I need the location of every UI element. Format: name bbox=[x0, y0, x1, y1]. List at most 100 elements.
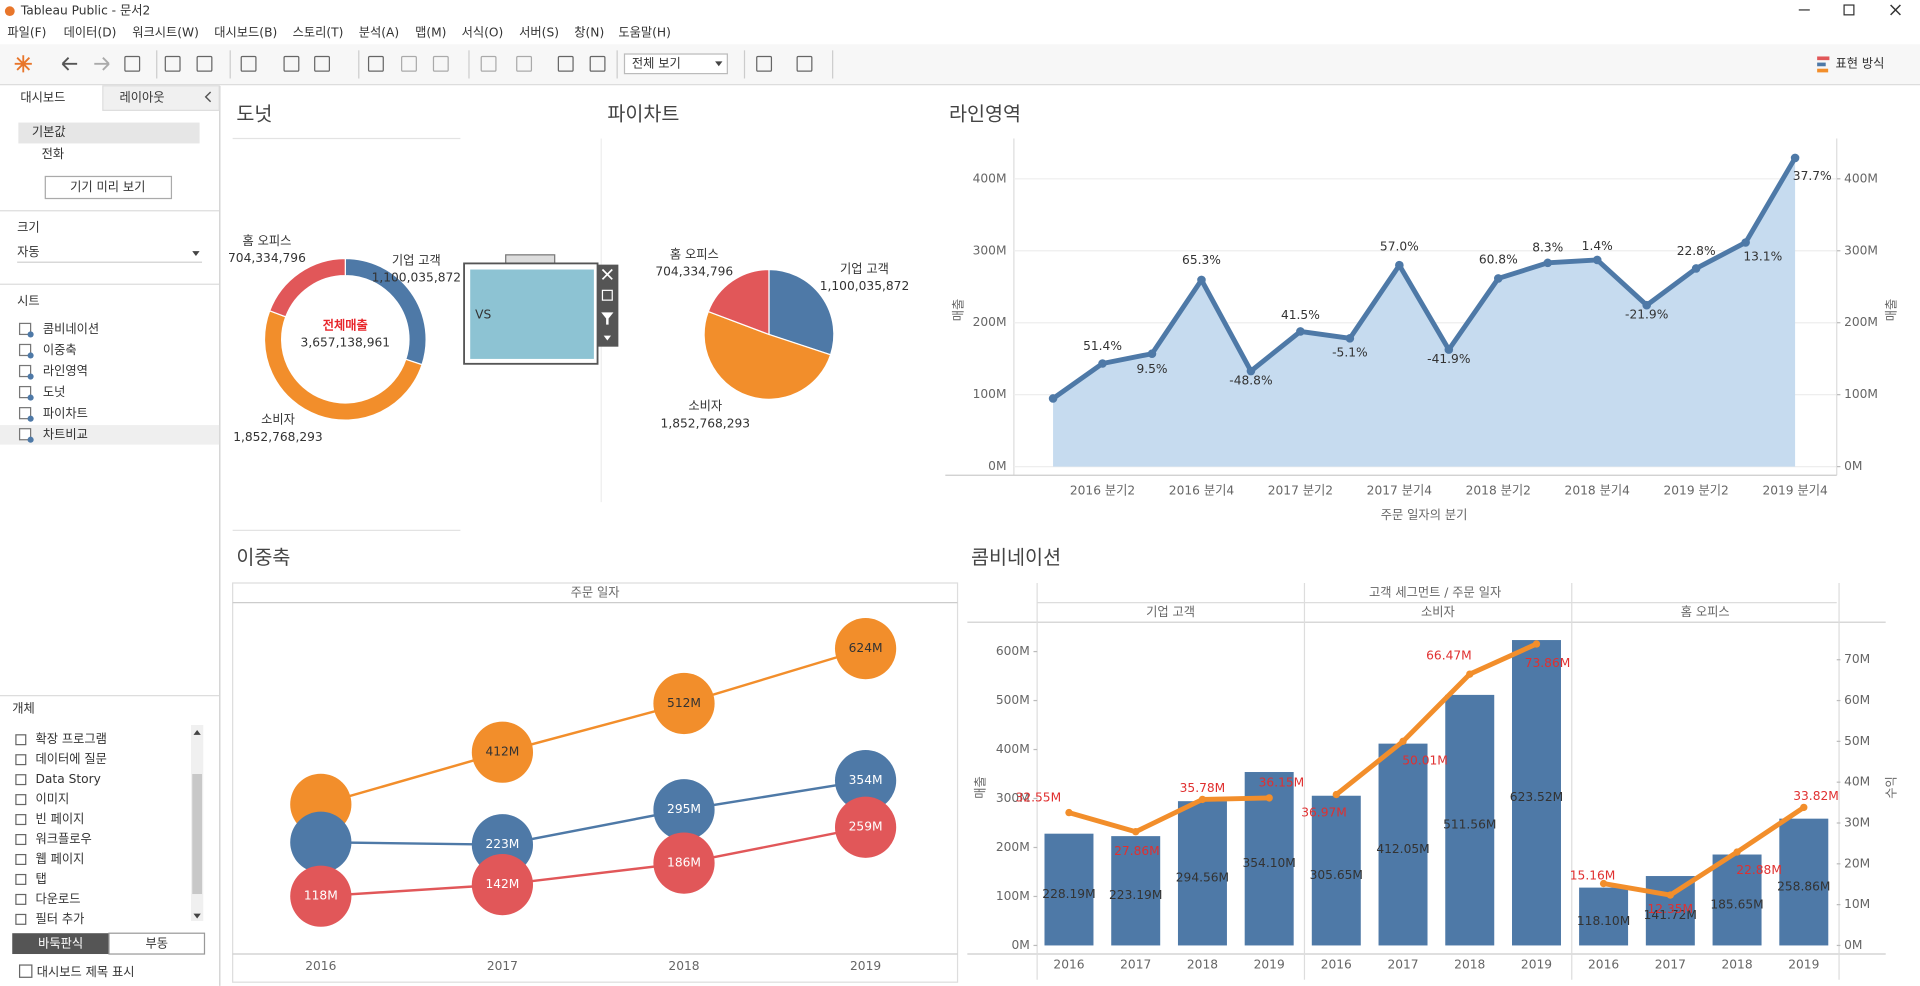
tab[interactable] bbox=[0, 85, 103, 111]
y-axis-title: 매출 bbox=[1884, 299, 1898, 322]
sheet-item[interactable]: 이중축 bbox=[43, 343, 77, 357]
menu-item[interactable]: 분석(A) bbox=[359, 26, 399, 40]
point bbox=[1147, 349, 1157, 359]
change-label: -48.8% bbox=[1229, 373, 1272, 387]
layout-mode[interactable] bbox=[108, 932, 206, 955]
section-title: 시트 bbox=[17, 294, 40, 308]
menu-item[interactable]: 창(N) bbox=[574, 26, 604, 40]
toolbar-button[interactable] bbox=[124, 55, 141, 72]
fit-caret bbox=[715, 61, 723, 67]
fit-select[interactable] bbox=[623, 53, 728, 75]
object-open[interactable] bbox=[601, 289, 613, 301]
slice bbox=[703, 310, 832, 400]
y-axis-title: 매출 bbox=[951, 299, 965, 322]
menu-item[interactable]: 서버(S) bbox=[519, 26, 559, 40]
object-item[interactable]: 웹 페이지 bbox=[36, 852, 85, 866]
bubble bbox=[834, 618, 897, 680]
object-icon bbox=[15, 893, 27, 905]
bar bbox=[1111, 836, 1161, 946]
point bbox=[1065, 808, 1073, 817]
section-title: 개체 bbox=[12, 702, 35, 716]
menu-item[interactable]: 맵(M) bbox=[415, 26, 446, 40]
object-item[interactable]: Data Story bbox=[36, 772, 101, 786]
preview-button[interactable] bbox=[44, 175, 173, 200]
tab-label[interactable]: 레이아웃 bbox=[120, 91, 165, 105]
x-tick-label: 2017 분기2 bbox=[1268, 484, 1333, 498]
object-item[interactable]: 다운로드 bbox=[36, 892, 81, 906]
object-icon bbox=[15, 834, 27, 846]
object-item[interactable]: 이미지 bbox=[36, 792, 70, 806]
x-tick-label: 2017 bbox=[1655, 958, 1686, 972]
slice-value: 1,852,768,293 bbox=[233, 430, 323, 444]
menu-item[interactable]: 대시보드(B) bbox=[214, 26, 277, 40]
point bbox=[1466, 670, 1474, 678]
line-label: 33.82M bbox=[1793, 789, 1839, 803]
object-item[interactable]: 필터 추가 bbox=[36, 912, 85, 926]
sheet-badge bbox=[27, 415, 34, 422]
menu-item[interactable]: 도움말(H) bbox=[618, 26, 671, 40]
point bbox=[1691, 264, 1701, 273]
bar-label: 223.19M bbox=[1109, 888, 1162, 902]
object-item[interactable]: 확장 프로그램 bbox=[36, 732, 107, 746]
point bbox=[1399, 737, 1407, 745]
toolbar-button[interactable] bbox=[401, 55, 417, 72]
point bbox=[1444, 345, 1454, 354]
sheet-item[interactable]: 라인영역 bbox=[43, 364, 88, 378]
point bbox=[1642, 300, 1651, 310]
toolbar-button[interactable] bbox=[557, 55, 574, 72]
menu-item[interactable]: 서식(O) bbox=[462, 26, 504, 40]
slice-value: 704,334,796 bbox=[655, 264, 733, 278]
toolbar-button[interactable] bbox=[367, 55, 384, 72]
preview-button-label[interactable]: 기기 미리 보기 bbox=[70, 180, 145, 194]
layout-mode-label[interactable]: 부동 bbox=[145, 937, 168, 951]
device-item[interactable]: 기본값 bbox=[32, 125, 66, 139]
checkbox[interactable] bbox=[18, 964, 33, 978]
sheet-item[interactable]: 파이차트 bbox=[43, 406, 88, 420]
bar-label: 354.10M bbox=[1242, 856, 1295, 870]
toolbar-button[interactable] bbox=[196, 55, 213, 72]
size-select[interactable]: 자동 bbox=[17, 245, 40, 259]
toolbar-button[interactable] bbox=[432, 55, 449, 72]
toolbar-button[interactable] bbox=[589, 55, 606, 72]
scroll-thumb[interactable] bbox=[192, 774, 203, 895]
tab[interactable] bbox=[102, 85, 220, 111]
layout-mode-label[interactable]: 바둑판식 bbox=[38, 937, 83, 951]
checkbox-label[interactable]: 대시보드 제목 표시 bbox=[37, 965, 135, 979]
toolbar-button[interactable] bbox=[796, 55, 813, 72]
forward-button bbox=[94, 57, 110, 71]
toolbar-button[interactable] bbox=[480, 55, 497, 72]
point bbox=[1599, 879, 1608, 888]
line-label: 66.47M bbox=[1426, 648, 1472, 662]
object-item[interactable]: 데이터에 질문 bbox=[36, 752, 107, 766]
sheet-item[interactable]: 도넛 bbox=[43, 385, 66, 399]
object-item[interactable]: 워크플로우 bbox=[36, 832, 92, 846]
object-icon bbox=[15, 734, 27, 746]
maximize-button[interactable] bbox=[1843, 4, 1855, 16]
sheet-item[interactable]: 콤비네이션 bbox=[43, 322, 99, 336]
toolbar-button[interactable] bbox=[756, 55, 773, 72]
sheet-item[interactable]: 차트비교 bbox=[43, 427, 88, 441]
panel-title: 이중축 bbox=[236, 546, 290, 569]
toolbar-button[interactable] bbox=[283, 55, 300, 72]
menu-item[interactable]: 스토리(T) bbox=[293, 26, 344, 40]
point bbox=[1098, 359, 1107, 368]
layout-mode[interactable] bbox=[12, 933, 109, 955]
change-label: 22.8% bbox=[1677, 244, 1716, 258]
object-item[interactable]: 탭 bbox=[36, 872, 47, 886]
line-label: 22.88M bbox=[1736, 863, 1782, 877]
tab-label[interactable]: 대시보드 bbox=[20, 91, 65, 105]
menu-item[interactable]: 파일(F) bbox=[7, 26, 46, 40]
show-me-button[interactable]: 표현 방식 bbox=[1836, 56, 1885, 70]
object-item[interactable]: 빈 페이지 bbox=[36, 812, 85, 826]
menu-item[interactable]: 워크시트(W) bbox=[132, 26, 199, 40]
object-icon bbox=[15, 774, 27, 786]
toolbar-button[interactable] bbox=[164, 55, 181, 72]
device-item[interactable]: 전화 bbox=[42, 147, 65, 161]
x-tick-label: 2018 bbox=[1187, 958, 1218, 972]
menu-item[interactable]: 데이터(D) bbox=[64, 26, 117, 40]
toolbar-button[interactable] bbox=[516, 55, 533, 72]
toolbar-button[interactable] bbox=[240, 55, 257, 72]
toolbar-button[interactable] bbox=[314, 55, 330, 72]
close-button bbox=[1890, 4, 1901, 16]
